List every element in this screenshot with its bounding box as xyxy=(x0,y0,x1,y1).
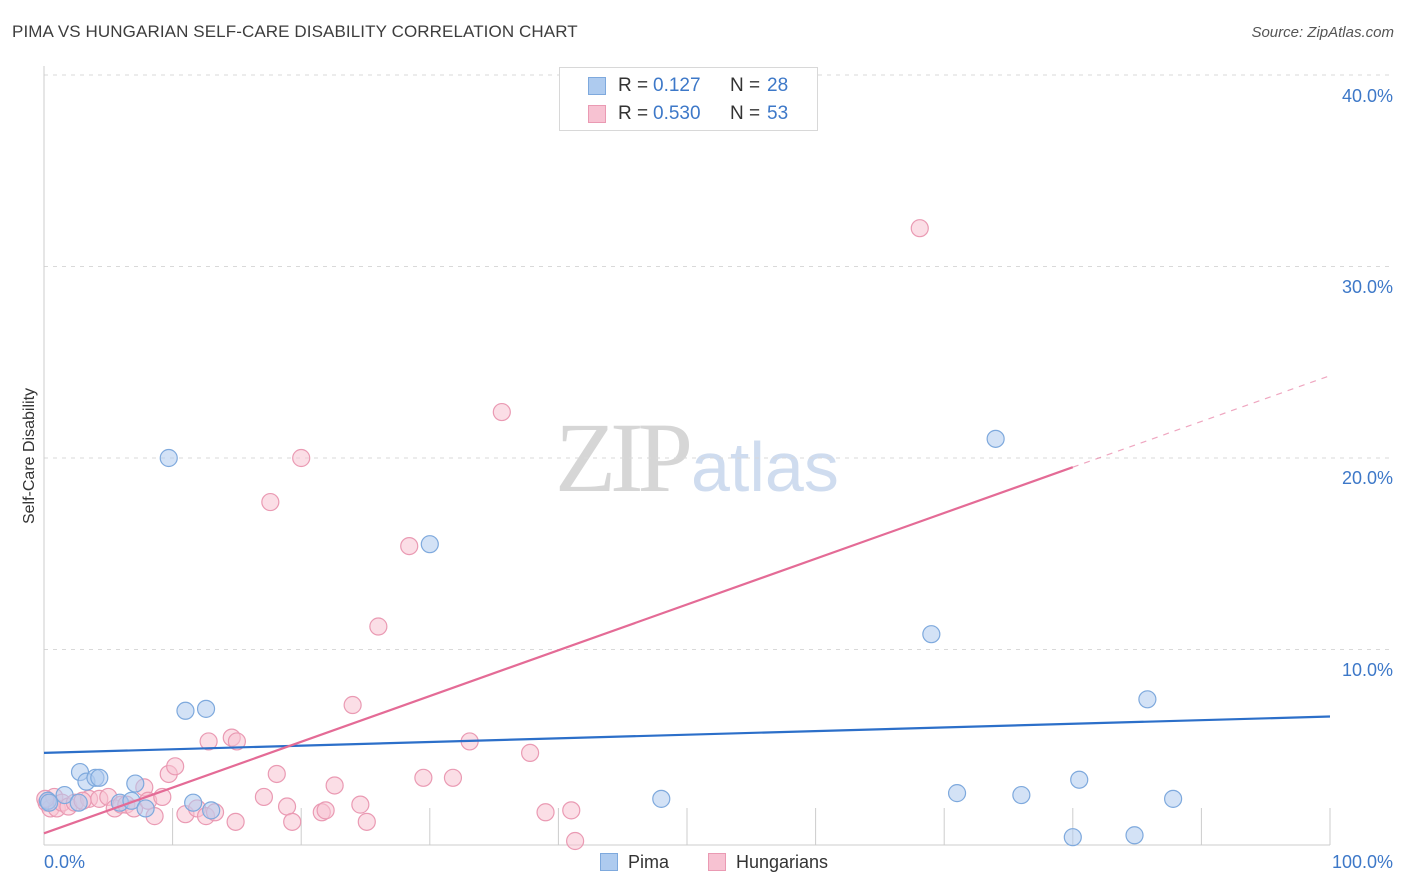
pima-point xyxy=(420,535,439,554)
hungarians-point xyxy=(414,768,433,787)
legend-item-pima: Pima xyxy=(600,852,669,873)
source-label: Source: ZipAtlas.com xyxy=(1251,24,1394,41)
pima-point xyxy=(196,699,216,718)
pima-point xyxy=(90,768,109,787)
hungarians-point xyxy=(536,803,555,822)
hungarians-swatch xyxy=(588,105,606,123)
hungarians-point xyxy=(351,795,370,814)
hungarians-point xyxy=(400,536,419,556)
hungarians-point xyxy=(226,812,245,831)
pima-swatch xyxy=(588,77,606,95)
y-tick-label-20: 20.0% xyxy=(1341,468,1393,488)
hungarians-point xyxy=(521,743,540,763)
grid xyxy=(44,74,1392,650)
hungarians-point xyxy=(369,617,388,636)
hungarians-n-label: N = xyxy=(730,103,761,124)
hungarians-point xyxy=(566,831,585,851)
hungarians-trend-line-extension xyxy=(1072,375,1331,468)
pima-trend-line xyxy=(43,715,1331,755)
pima-n-label: N = xyxy=(730,75,761,96)
watermark-atlas: atlas xyxy=(691,428,839,506)
pima-point xyxy=(136,799,155,818)
hungarians-trend-line xyxy=(43,466,1074,835)
stats-legend-box: R = 0.127 N = 28 R = 0.530 N = 53 xyxy=(559,67,818,131)
pima-point xyxy=(55,785,74,805)
hungarians-point xyxy=(199,732,218,751)
pima-r-value: 0.127 xyxy=(653,75,701,96)
hungarians-point xyxy=(492,402,511,422)
hungarians-point xyxy=(357,812,376,831)
hungarians-point xyxy=(277,797,297,816)
axes xyxy=(43,66,1331,846)
hungarians-point xyxy=(254,787,274,807)
pima-point xyxy=(40,793,59,812)
chart-title: PIMA VS HUNGARIAN SELF-CARE DISABILITY C… xyxy=(12,22,578,41)
y-tick-label-40: 40.0% xyxy=(1341,86,1393,106)
pima-point xyxy=(1125,826,1144,845)
pima-point xyxy=(986,429,1005,448)
pima-point xyxy=(202,801,221,820)
hungarians-point xyxy=(343,695,362,715)
pima-points xyxy=(38,429,1183,847)
pima-point xyxy=(1070,770,1089,789)
legend-hungarians-label: Hungarians xyxy=(736,852,829,872)
hungarians-r-value: 0.530 xyxy=(653,103,701,124)
pima-point xyxy=(122,791,141,810)
pima-point xyxy=(652,789,671,808)
hungarians-point xyxy=(227,732,246,751)
pima-point xyxy=(184,793,203,812)
pima-r-label: R = xyxy=(618,75,649,96)
x-tick-label-min: 0.0% xyxy=(44,852,86,872)
pima-point xyxy=(159,448,178,468)
legend-hungarians-swatch xyxy=(708,853,726,871)
hungarians-n-value: 53 xyxy=(767,103,789,124)
trend-lines xyxy=(43,375,1331,835)
pima-point xyxy=(176,701,195,720)
hungarians-r-label: R = xyxy=(618,103,649,124)
hungarians-point xyxy=(562,801,581,820)
hungarians-point xyxy=(166,757,185,776)
pima-point xyxy=(126,774,145,793)
stats-row-hungarians: R = 0.530 N = 53 xyxy=(560,101,817,127)
hungarians-point xyxy=(443,768,463,787)
pima-point xyxy=(947,784,967,803)
pima-point xyxy=(1138,690,1157,709)
pima-point xyxy=(1012,785,1031,805)
stats-row-pima: R = 0.127 N = 28 xyxy=(560,73,817,99)
hungarians-point xyxy=(910,219,929,238)
pima-point xyxy=(1164,789,1183,808)
y-tick-label-10: 10.0% xyxy=(1341,660,1393,680)
pima-point xyxy=(1063,828,1082,847)
hungarians-point xyxy=(261,492,280,512)
hungarians-point xyxy=(325,776,344,795)
legend-pima-swatch xyxy=(600,853,618,871)
hungarians-points xyxy=(36,219,929,851)
hungarians-point xyxy=(267,764,286,784)
hungarians-point xyxy=(283,812,302,831)
pima-point xyxy=(922,625,941,644)
y-tick-label-30: 30.0% xyxy=(1341,277,1393,297)
y-axis-label: Self-Care Disability xyxy=(21,387,38,525)
hungarians-point xyxy=(292,448,311,468)
hungarians-point xyxy=(316,801,335,820)
legend-pima-label: Pima xyxy=(628,852,670,872)
pima-point xyxy=(69,793,88,812)
x-tick-label-max: 100.0% xyxy=(1331,852,1393,872)
pima-n-value: 28 xyxy=(767,75,789,96)
legend-item-hungarians: Hungarians xyxy=(708,852,828,873)
